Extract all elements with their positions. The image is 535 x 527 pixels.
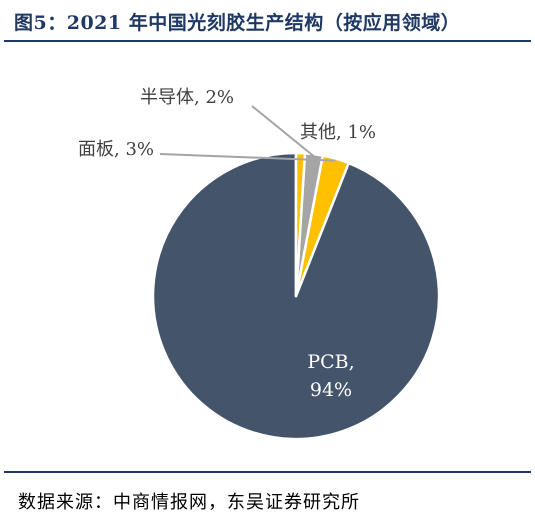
slice-label-pcb-value: 94%: [310, 379, 352, 401]
leader-line-2: [159, 153, 336, 162]
leader-lines: [159, 105, 336, 162]
chart-title: 图5：2021 年中国光刻胶生产结构（按应用领域）: [14, 12, 461, 34]
slice-label-4: 其他, 1%: [300, 122, 376, 143]
slice-labels: PCB, 94% 面板, 3% 半导体, 2% 其他, 1%: [78, 87, 376, 401]
pie-slice-4: [294, 151, 307, 298]
pie-chart: PCB, 94% 面板, 3% 半导体, 2% 其他, 1%: [78, 87, 441, 441]
source-divider: [4, 471, 531, 473]
pie-slices: [151, 151, 441, 441]
slice-label-2: 面板, 3%: [78, 139, 154, 160]
data-source-note: 数据来源：中商情报网，东吴证券研究所: [18, 492, 360, 513]
slice-label-pcb-name: PCB,: [307, 351, 354, 373]
leader-line-3: [251, 105, 315, 157]
title-divider: [4, 40, 531, 42]
slice-label-3: 半导体, 2%: [140, 87, 234, 108]
